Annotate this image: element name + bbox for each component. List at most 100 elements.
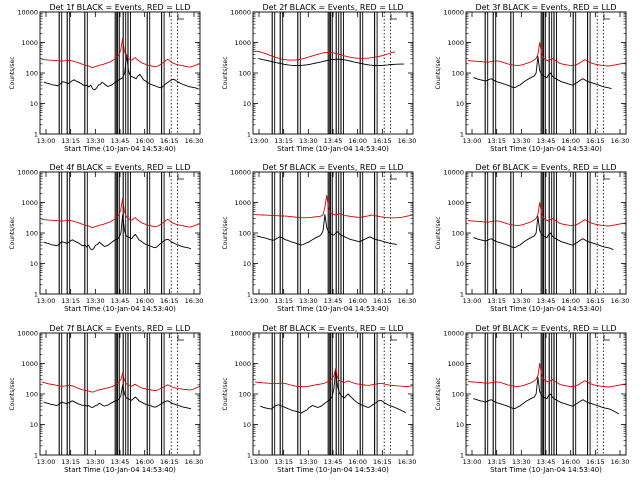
y-tick-label: 1000: [234, 360, 251, 368]
panel-title: Det 5f BLACK = Events, RED = LLD: [262, 163, 403, 172]
x-tick-label: 13:45: [537, 458, 556, 466]
y-tick-label: 1000: [447, 360, 464, 368]
y-tick-label: 10000: [17, 168, 38, 176]
x-tick-label: 13:15: [61, 297, 80, 305]
x-tick-label: 16:30: [611, 458, 630, 466]
corner-mark: [390, 14, 397, 20]
y-tick-label: 1: [247, 290, 251, 298]
y-axis-label: Counts/sec: [435, 56, 442, 89]
series-events: [473, 215, 614, 251]
corner-mark: [603, 174, 610, 180]
series-events: [43, 214, 192, 251]
x-tick-label: 16:15: [586, 458, 605, 466]
corner-mark: [390, 335, 397, 341]
plot-frame: [465, 332, 627, 456]
x-tick-label: 16:15: [586, 137, 605, 145]
corner-mark: [177, 174, 184, 180]
y-axis-label: Counts/sec: [222, 216, 229, 249]
y-tick-label: 1000: [234, 39, 251, 47]
y-tick-label: 1: [34, 451, 38, 459]
panel-title: Det 1f BLACK = Events, RED = LLD: [49, 3, 190, 12]
x-tick-label: 13:00: [250, 458, 269, 466]
panel-9: Det 9f BLACK = Events, RED = LLD Counts/s…: [435, 324, 629, 474]
panel-3: Det 3f BLACK = Events, RED = LLD Counts/s…: [435, 3, 629, 153]
series-lld: [254, 195, 414, 219]
y-axis-label: Counts/sec: [435, 377, 442, 410]
y-tick-label: 100: [239, 69, 251, 77]
x-tick-label: 13:00: [37, 297, 56, 305]
plot-frame: [252, 332, 414, 456]
x-tick-label: 13:15: [487, 297, 506, 305]
x-tick-label: 13:30: [512, 458, 531, 466]
y-tick-label: 1: [460, 451, 464, 459]
x-tick-label: 13:45: [111, 297, 130, 305]
x-tick-label: 16:15: [586, 297, 605, 305]
corner-mark: [603, 335, 610, 341]
corner-mark: [390, 174, 397, 180]
y-tick-label: 1000: [447, 199, 464, 207]
x-tick-label: 13:30: [86, 297, 105, 305]
x-axis-label: Start Time (10-Jan-04 14:53:40): [277, 145, 389, 153]
y-tick-label: 10: [30, 100, 38, 108]
plot-frame: [39, 171, 201, 295]
x-tick-label: 13:45: [324, 297, 343, 305]
y-tick-label: 10: [456, 421, 464, 429]
panel-title: Det 9f BLACK = Events, RED = LLD: [475, 324, 616, 333]
y-tick-label: 1000: [21, 39, 38, 47]
y-tick-label: 10000: [443, 8, 464, 16]
x-tick-label: 13:00: [37, 458, 56, 466]
x-tick-label: 13:45: [537, 137, 556, 145]
plot-frame: [465, 171, 627, 295]
x-tick-label: 16:00: [561, 458, 580, 466]
y-axis-label: Counts/sec: [9, 56, 16, 89]
x-tick-label: 13:30: [299, 297, 318, 305]
y-axis-label: Counts/sec: [9, 216, 16, 249]
x-tick-label: 16:15: [373, 458, 392, 466]
x-tick-label: 13:15: [274, 137, 293, 145]
y-tick-label: 100: [26, 69, 38, 77]
x-tick-label: 13:00: [37, 137, 56, 145]
y-tick-label: 100: [239, 390, 251, 398]
x-tick-label: 13:00: [463, 458, 482, 466]
x-tick-label: 16:00: [135, 458, 154, 466]
y-tick-label: 10: [456, 100, 464, 108]
x-tick-label: 13:30: [86, 137, 105, 145]
series-lld: [254, 50, 396, 61]
x-tick-label: 16:15: [373, 137, 392, 145]
y-tick-label: 1: [460, 130, 464, 138]
y-tick-label: 100: [452, 69, 464, 77]
y-tick-label: 100: [452, 390, 464, 398]
y-tick-label: 10000: [443, 168, 464, 176]
panel-title: Det 4f BLACK = Events, RED = LLD: [49, 163, 190, 172]
y-tick-label: 1: [247, 451, 251, 459]
x-tick-label: 13:30: [299, 458, 318, 466]
y-tick-label: 10000: [17, 329, 38, 337]
x-tick-label: 13:30: [86, 458, 105, 466]
corner-mark: [603, 14, 610, 20]
x-axis-label: Start Time (10-Jan-04 14:53:40): [490, 305, 602, 313]
y-tick-label: 10: [243, 421, 251, 429]
series-events: [473, 55, 612, 90]
panel-title: Det 3f BLACK = Events, RED = LLD: [475, 3, 616, 12]
x-axis-label: Start Time (10-Jan-04 14:53:40): [490, 145, 602, 153]
x-axis-label: Start Time (10-Jan-04 14:53:40): [64, 305, 176, 313]
x-tick-label: 13:45: [537, 297, 556, 305]
series-lld: [467, 202, 627, 227]
y-tick-label: 1000: [21, 360, 38, 368]
series-lld: [41, 372, 201, 393]
x-tick-label: 16:30: [185, 137, 204, 145]
series-lld: [254, 367, 414, 388]
x-tick-label: 13:00: [250, 297, 269, 305]
x-axis-label: Start Time (10-Jan-04 14:53:40): [277, 466, 389, 474]
series-events: [260, 369, 407, 414]
y-tick-label: 1000: [447, 39, 464, 47]
x-tick-label: 16:30: [398, 458, 417, 466]
y-tick-label: 100: [452, 229, 464, 237]
x-tick-label: 16:15: [373, 297, 392, 305]
x-axis-label: Start Time (10-Jan-04 14:53:40): [277, 305, 389, 313]
y-axis-label: Counts/sec: [222, 377, 229, 410]
x-tick-label: 16:00: [135, 137, 154, 145]
x-tick-label: 16:00: [348, 297, 367, 305]
x-tick-label: 13:15: [487, 458, 506, 466]
x-tick-label: 16:00: [135, 297, 154, 305]
